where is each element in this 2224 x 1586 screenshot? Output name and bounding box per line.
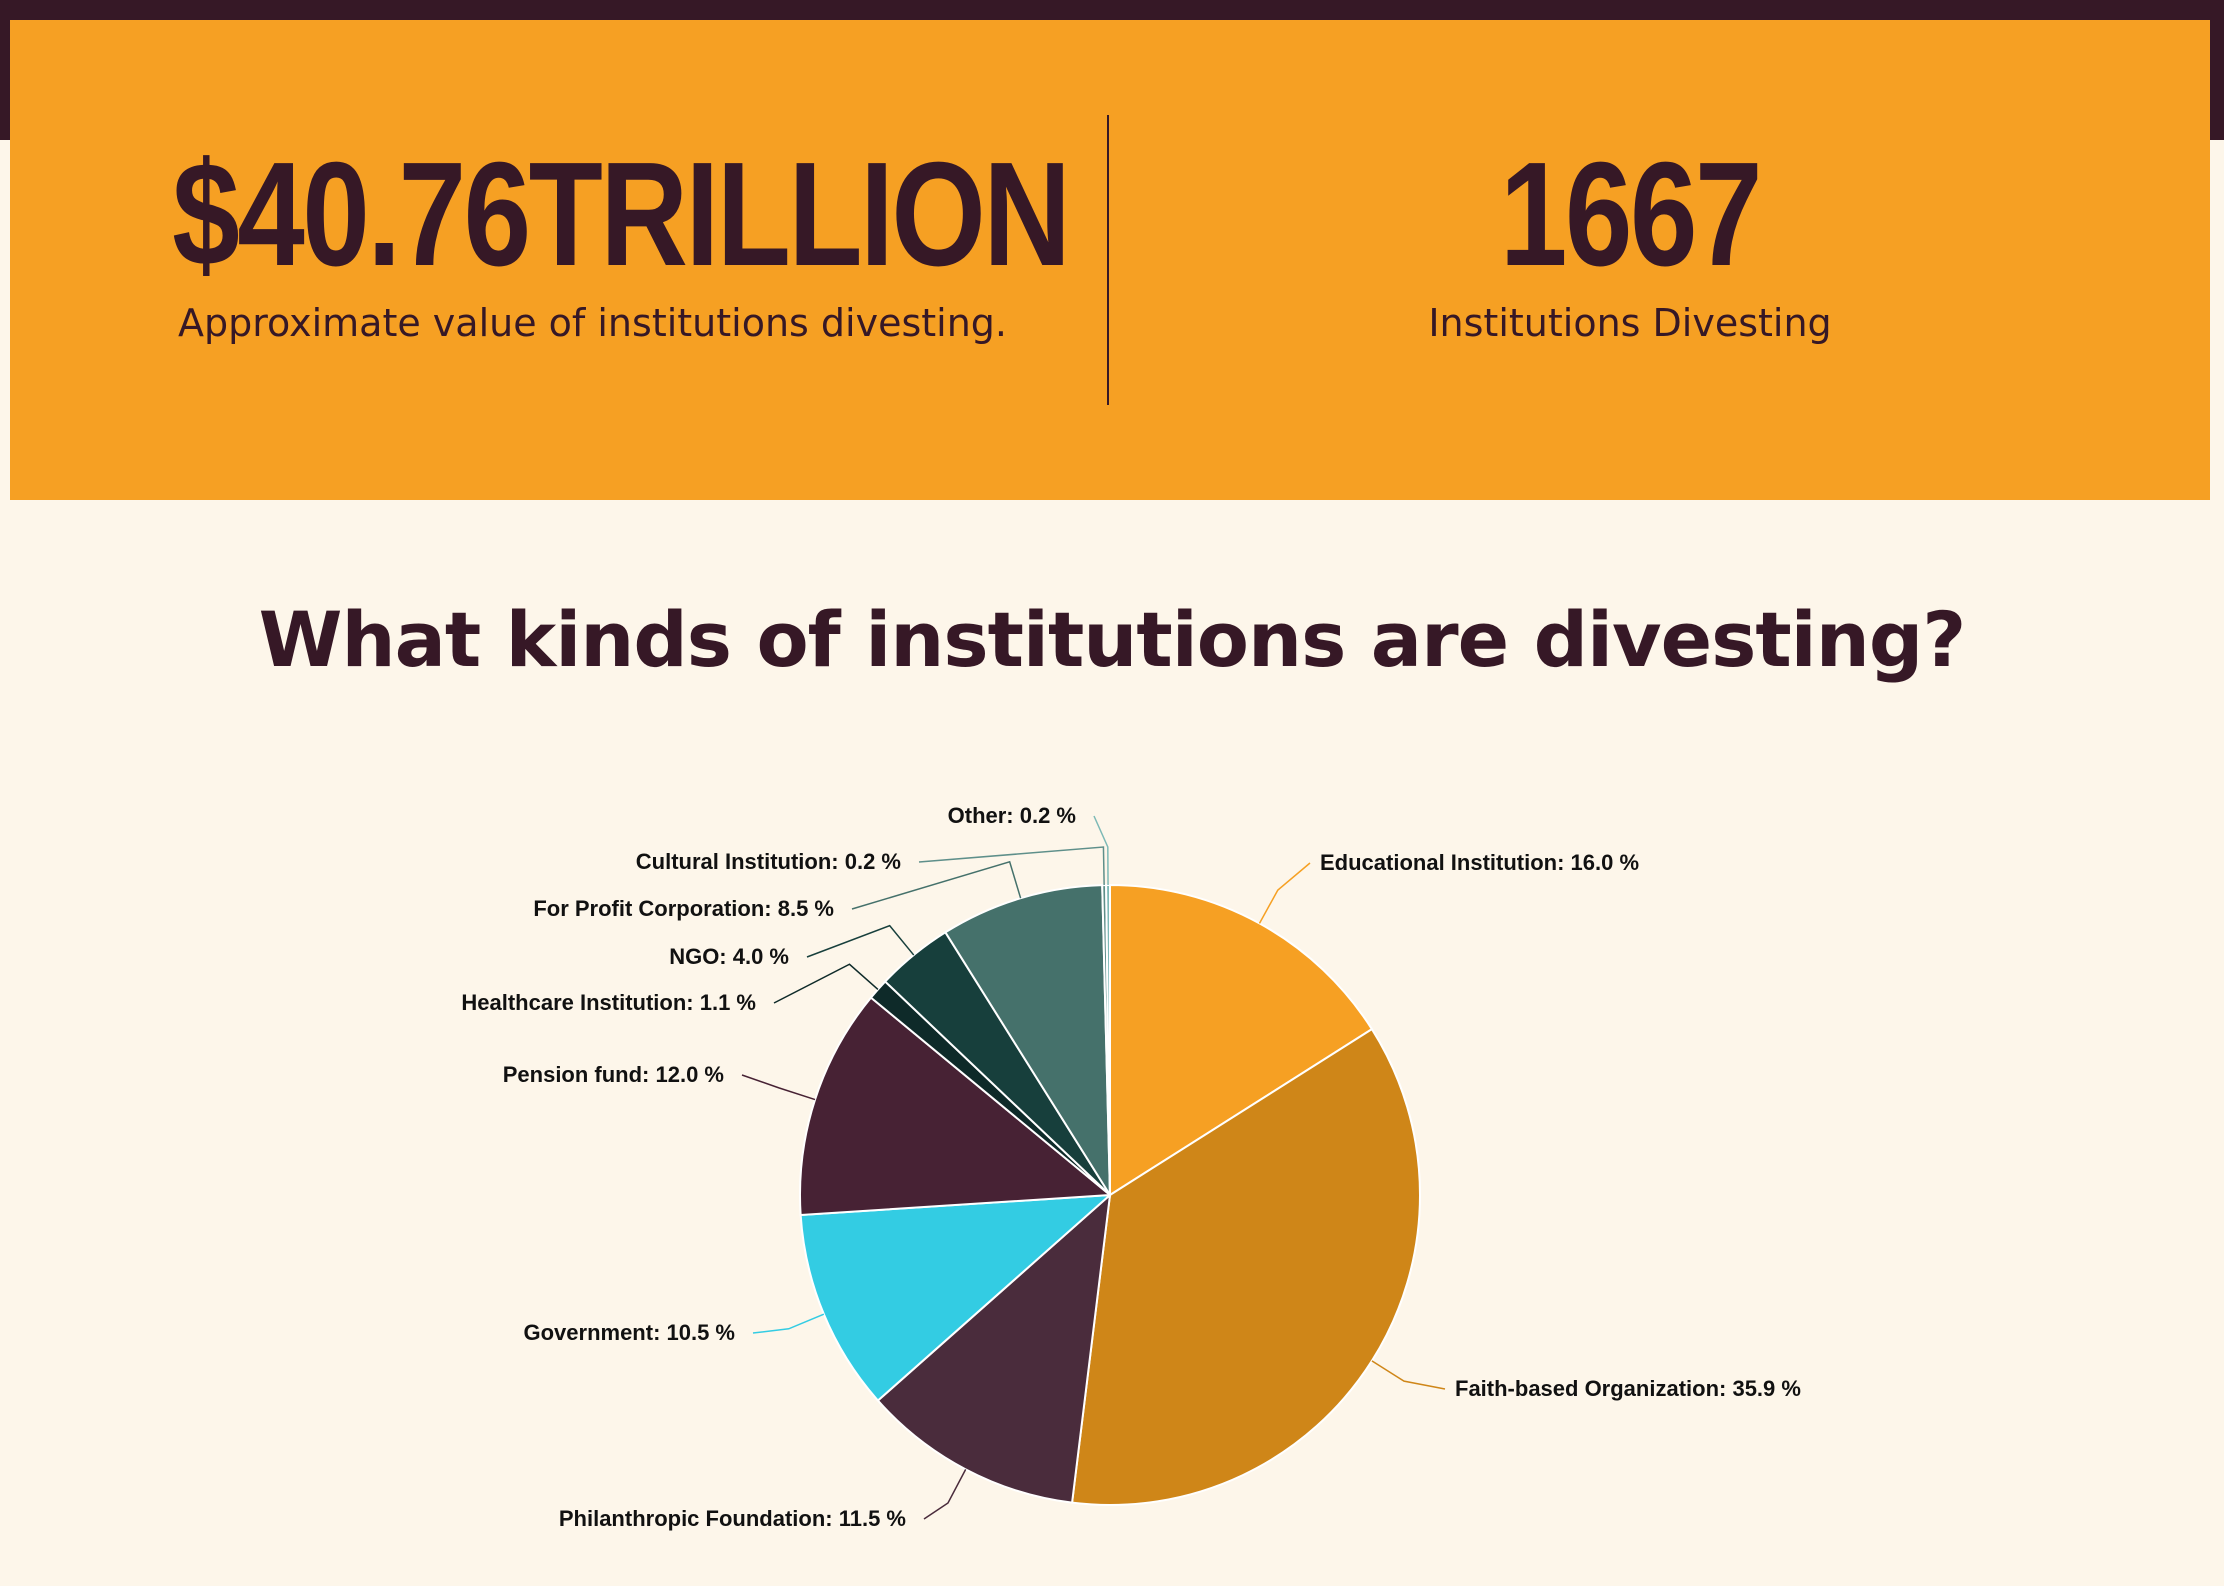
leader-line-other xyxy=(1093,815,1109,886)
leader-line-cultural-institution xyxy=(918,846,1105,886)
leader-line-government xyxy=(752,1313,825,1334)
stats-divider xyxy=(1107,115,1109,405)
pie-slice-educational-institution[interactable] xyxy=(1109,884,1373,1196)
leader-line-faith-based-organization xyxy=(1371,1360,1446,1390)
leader-line-ngo xyxy=(806,924,915,958)
slice-label-pension-fund: Pension fund: 12.0 % xyxy=(503,1062,724,1087)
pie-slice-government[interactable] xyxy=(799,1194,1111,1402)
pie-slice-faith-based-organization[interactable] xyxy=(1071,1028,1421,1506)
slice-label-educational-institution: Educational Institution: 16.0 % xyxy=(1320,850,1639,875)
leader-line-educational-institution xyxy=(1258,862,1311,924)
leader-line-philanthropic-foundation xyxy=(923,1469,967,1520)
leader-line-healthcare-institution xyxy=(773,963,879,1004)
slice-label-government: Government: 10.5 % xyxy=(523,1320,735,1345)
slice-label-ngo: NGO: 4.0 % xyxy=(669,944,789,969)
institution-count-caption: Institutions Divesting xyxy=(1428,301,1832,345)
slice-label-cultural-institution: Cultural Institution: 0.2 % xyxy=(636,849,901,874)
slice-label-healthcare-institution: Healthcare Institution: 1.1 % xyxy=(461,990,756,1015)
stats-banner xyxy=(10,20,2210,500)
leader-line-for-profit-corporation xyxy=(851,860,1022,910)
slice-label-for-profit-corporation: For Profit Corporation: 8.5 % xyxy=(533,896,834,921)
total-value-caption: Approximate value of institutions divest… xyxy=(177,301,1008,345)
slice-label-other: Other: 0.2 % xyxy=(948,803,1076,828)
stat-total-value: $40.76TRILLION Approximate value of inst… xyxy=(80,132,1105,346)
total-value-amount: $40.76TRILLION xyxy=(172,132,1071,297)
pie-slice-other[interactable] xyxy=(1105,884,1111,1196)
slice-label-faith-based-organization: Faith-based Organization: 35.9 % xyxy=(1455,1376,1801,1401)
pie-slice-philanthropic-foundation[interactable] xyxy=(876,1194,1111,1504)
stat-institution-count: 1667 Institutions Divesting xyxy=(1115,132,2145,346)
leader-line-pension-fund xyxy=(741,1074,816,1101)
chart-heading: What kinds of institutions are divesting… xyxy=(258,595,1967,684)
institution-count-amount: 1667 xyxy=(1499,132,1763,297)
slice-label-philanthropic-foundation: Philanthropic Foundation: 11.5 % xyxy=(559,1506,906,1531)
pie-slice-pension-fund[interactable] xyxy=(799,996,1111,1216)
